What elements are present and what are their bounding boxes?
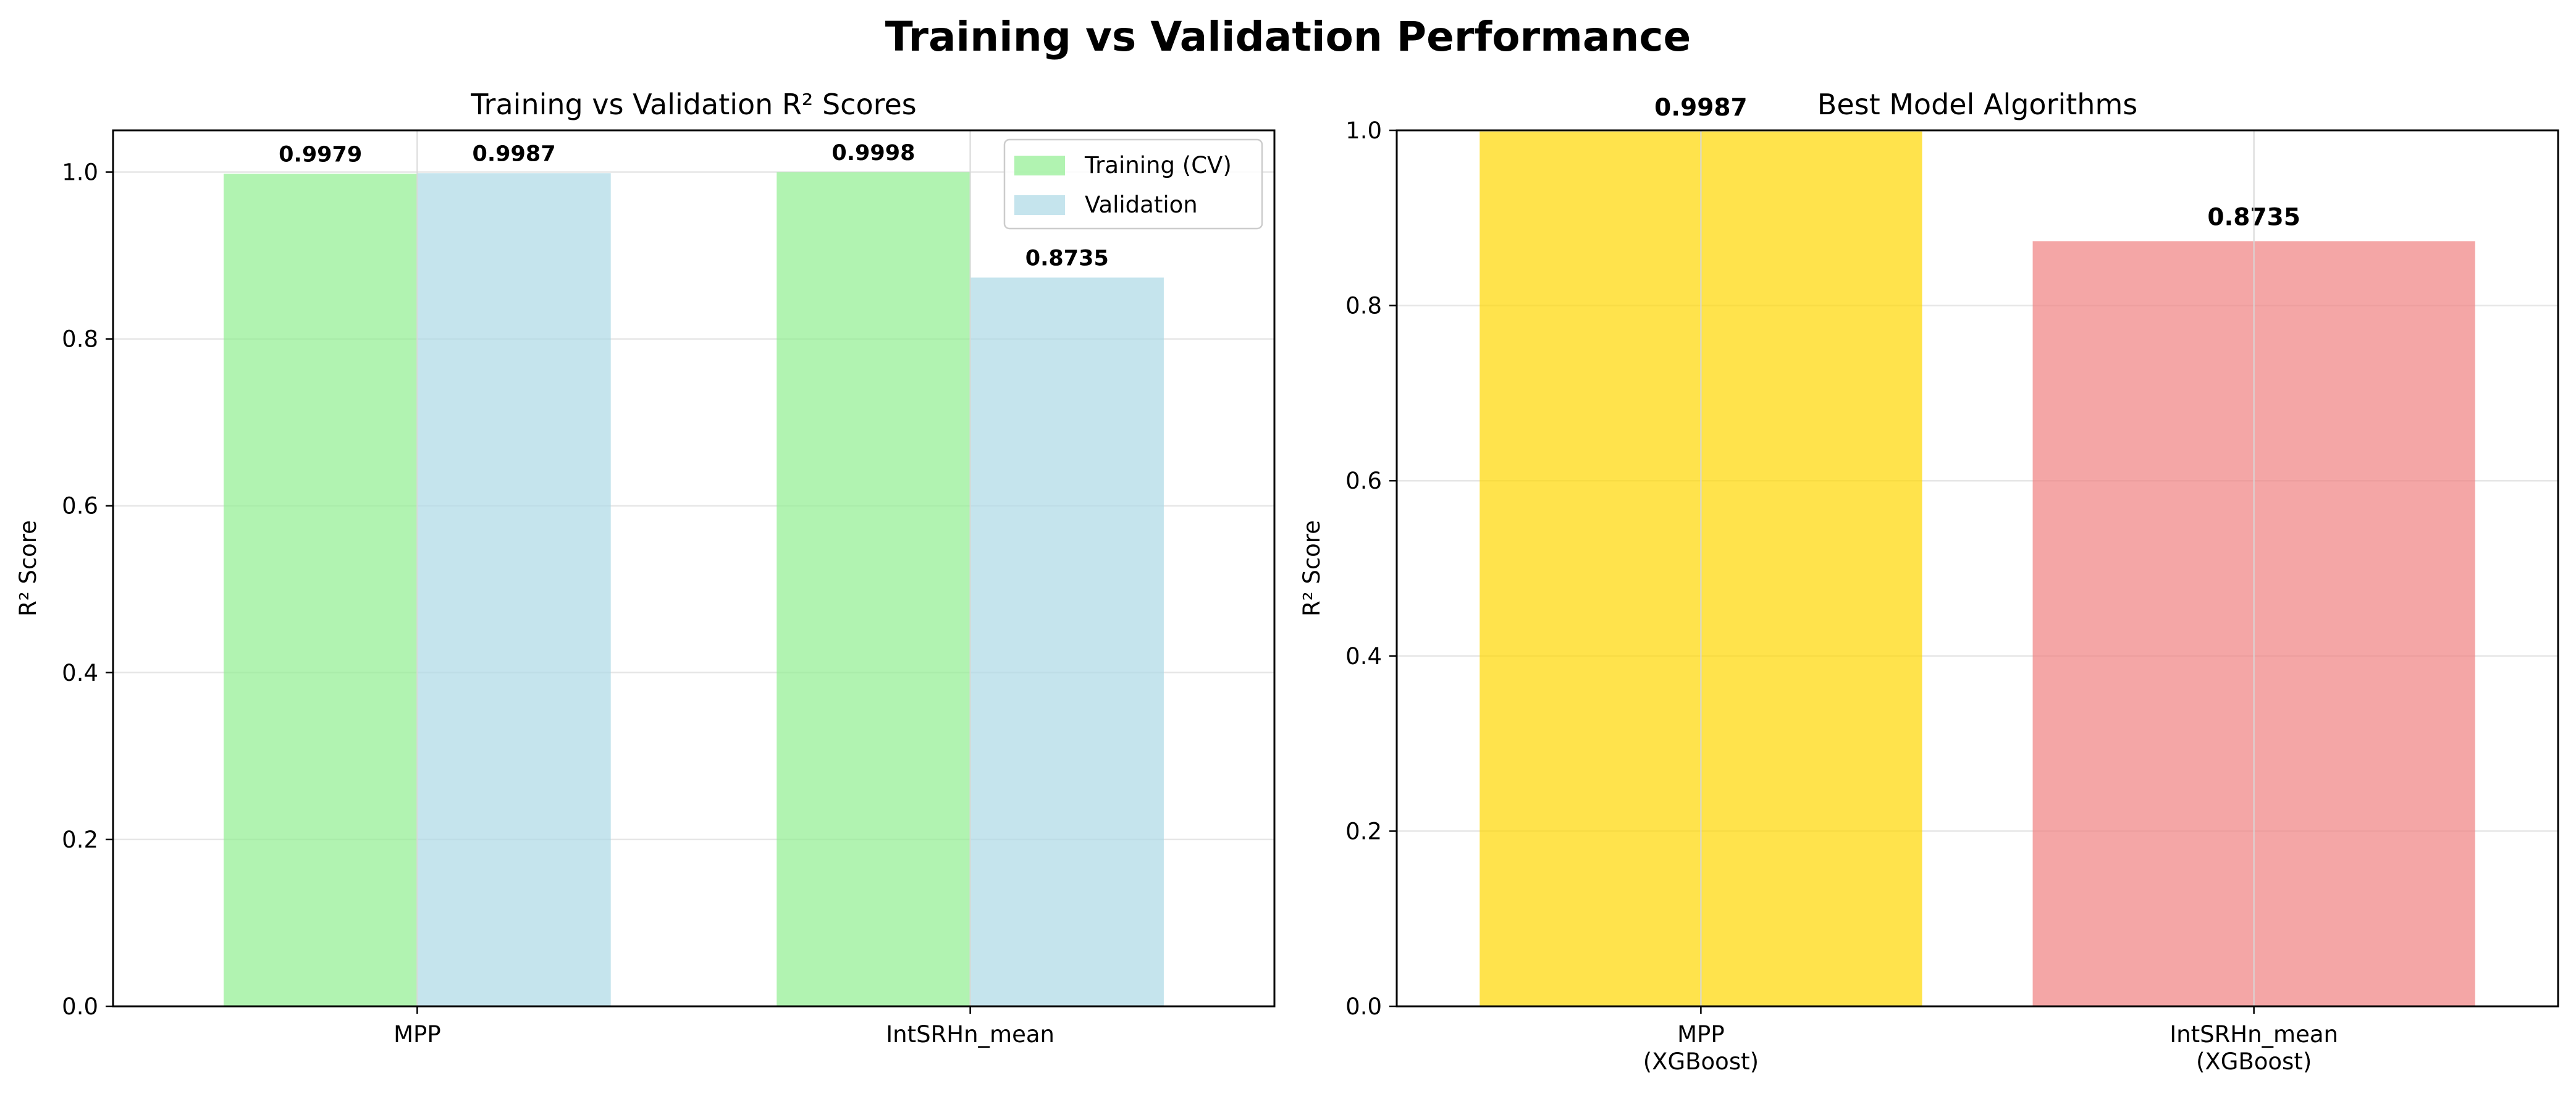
axes-frame	[1395, 129, 2559, 1008]
chart-title: Training vs Validation R² Scores	[470, 88, 917, 121]
y-tick-label: 0.0	[1345, 993, 1382, 1020]
legend-label: Validation	[1085, 192, 1198, 218]
y-tick-label: 1.0	[62, 159, 98, 186]
y-tick-label: 0.4	[62, 660, 98, 686]
legend-swatch	[1014, 156, 1065, 175]
y-axis-label: R² Score	[15, 520, 41, 617]
figure-suptitle: Training vs Validation Performance	[885, 13, 1691, 61]
legend: Training (CV) Validation	[1003, 138, 1263, 230]
right-chart-best-model-algorithms: 0.0 0.2 0.4 0.6 0.8 1.0 R² Score Best Model Alg…	[1299, 88, 2559, 1075]
bar-validation	[417, 173, 611, 1006]
y-tick-label: 0.2	[1345, 818, 1382, 844]
bar-value-label: 0.9998	[831, 141, 915, 166]
chart-title: Best Model Algorithms	[1817, 88, 2137, 121]
y-tick-label: 0.8	[62, 326, 98, 353]
bar-value-label: 0.8735	[1025, 246, 1109, 271]
y-tick-label: 0.6	[62, 493, 98, 520]
bar-value-label: 0.9979	[279, 142, 362, 167]
y-tick-label: 0.8	[1345, 293, 1382, 319]
y-tick-label: 1.0	[1345, 117, 1382, 144]
bar-value-label: 0.9987	[473, 141, 556, 166]
bar-value-label: 0.9987	[1654, 94, 1748, 122]
legend-swatch	[1014, 195, 1065, 215]
left-chart-training-vs-validation: 0.0 0.2 0.4 0.6 0.8 1.0 R² Score Training vs Va…	[15, 88, 1276, 1048]
x-tick-label: IntSRHn_mean	[886, 1021, 1054, 1048]
x-tick-label: IntSRHn_mean	[2170, 1021, 2338, 1048]
bar-validation	[970, 277, 1164, 1007]
bar-training	[224, 174, 418, 1006]
bar-training	[777, 172, 970, 1006]
y-tick-label: 0.2	[62, 827, 98, 853]
x-tick-label: MPP	[1677, 1021, 1725, 1048]
x-tick-label: MPP	[394, 1021, 441, 1048]
x-tick-label: (XGBoost)	[1643, 1048, 1759, 1075]
axes-frame	[112, 129, 1276, 1008]
legend-label: Training (CV)	[1084, 152, 1232, 179]
y-tick-label: 0.4	[1345, 643, 1382, 670]
legend-frame	[1003, 138, 1263, 230]
x-tick-label: (XGBoost)	[2196, 1048, 2312, 1075]
y-tick-label: 0.0	[62, 993, 98, 1020]
y-tick-label: 0.6	[1345, 468, 1382, 494]
y-axis-label: R² Score	[1299, 520, 1325, 617]
